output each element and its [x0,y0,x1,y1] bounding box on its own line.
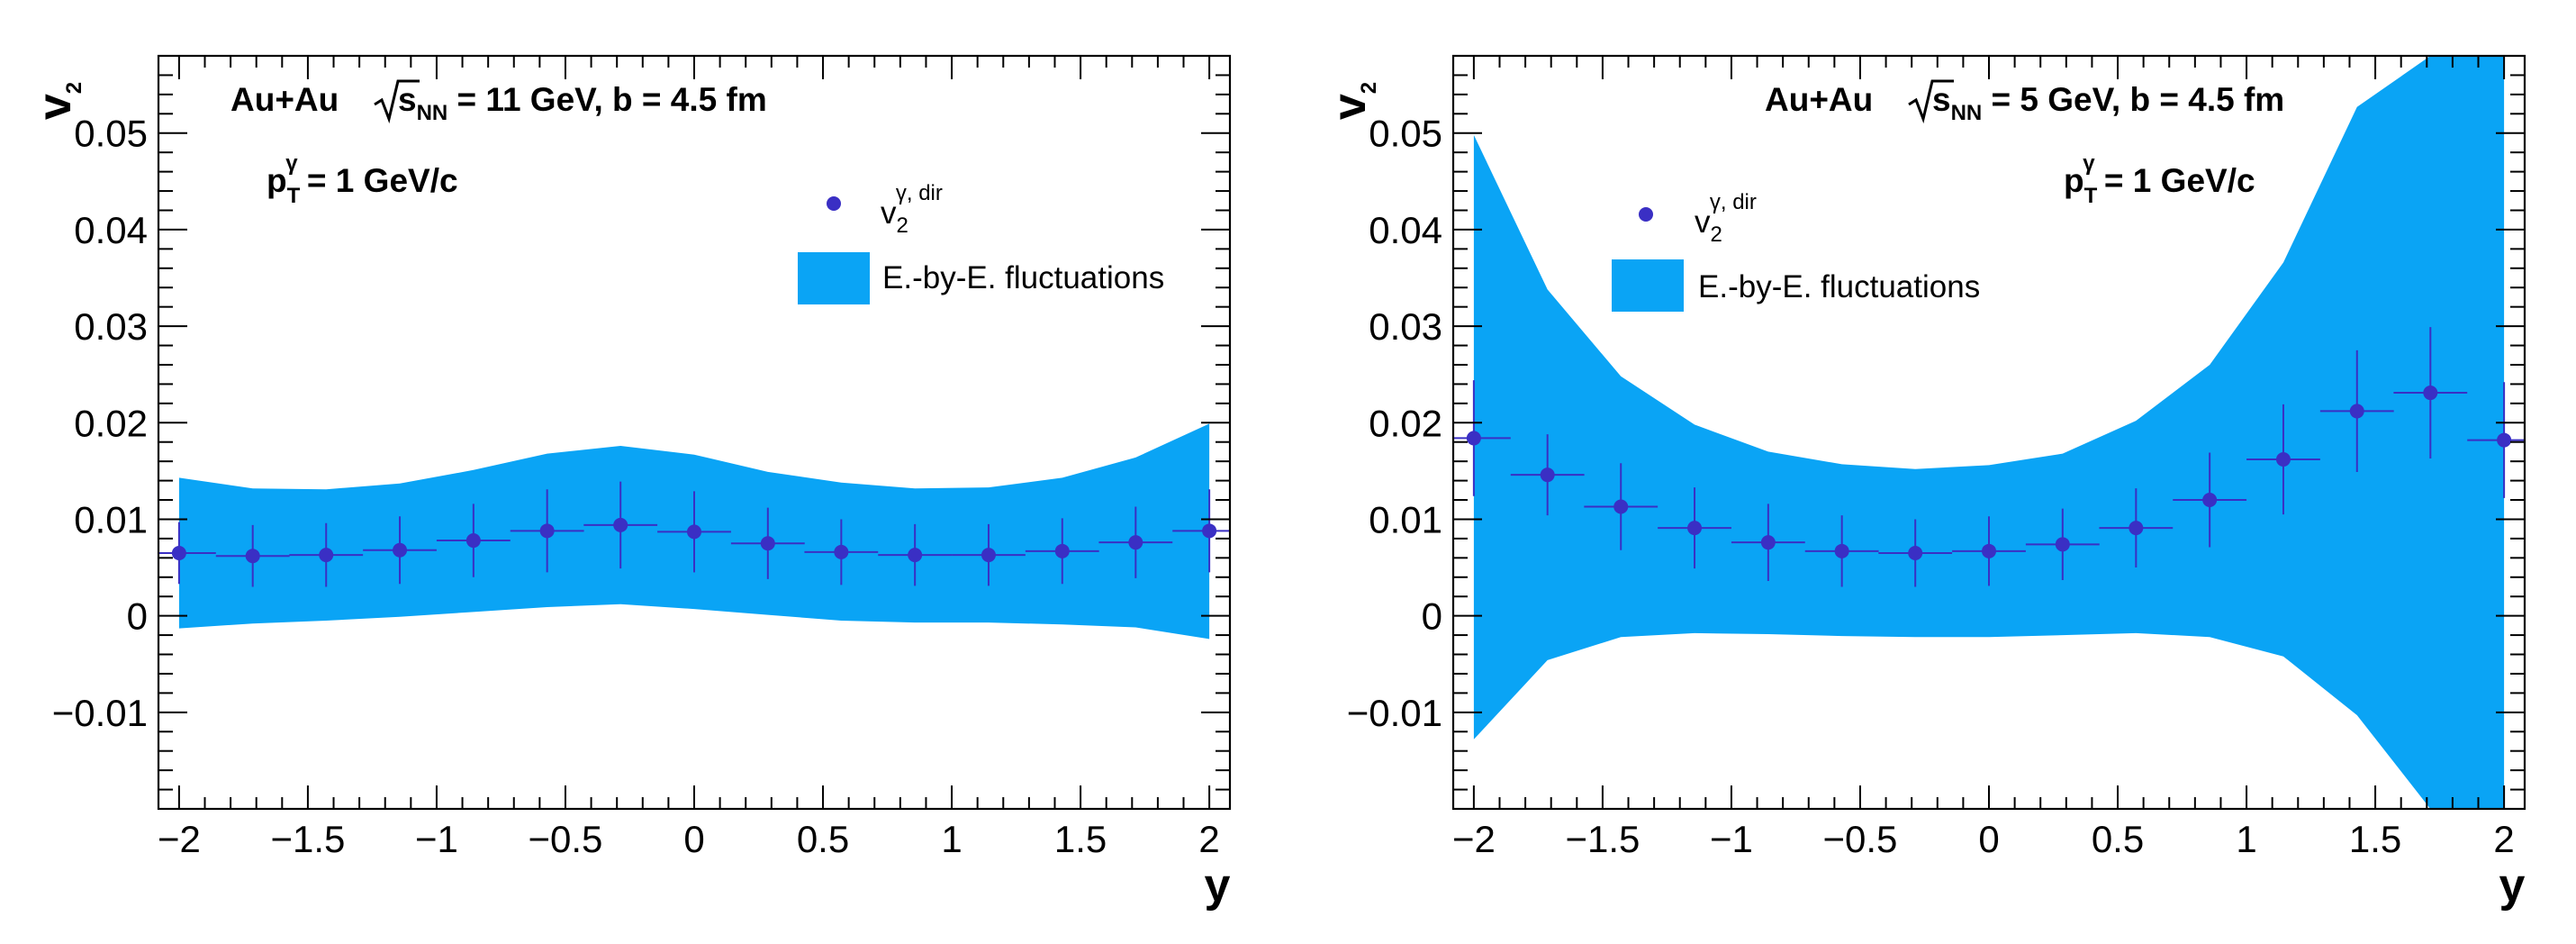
left-annotation-energy: sNN = 11 GeV, b = 4.5 fm [398,81,767,125]
left-xtick-label: 1 [941,818,962,860]
left-ytick-label: 0 [127,595,148,638]
left-xtick-label: 2 [1198,818,1219,860]
right-ytick-label: 0.01 [1369,498,1442,540]
right-annotation-energy: sNN = 5 GeV, b = 4.5 fm [1932,81,2284,125]
left-annotation-pt: pTγ = 1 GeV/c [267,151,458,208]
left-legend-band-label: E.-by-E. fluctuations [882,260,1164,295]
right-data-point [1760,535,1776,550]
right-ytick-label: 0.04 [1369,209,1442,251]
right-data-point [2349,404,2364,419]
right-xtick-label: −2 [1452,818,1496,860]
left-data-point [1054,543,1070,558]
left-ytick-label: 0.03 [74,305,148,348]
left-point-layer [171,517,1217,564]
left-data-point [981,548,996,563]
left-ytick-label: 0.05 [74,113,148,155]
right-ytick-label: 0.03 [1369,305,1442,348]
right-data-point [2202,493,2218,508]
left-data-point [465,533,481,549]
left-legend-band-swatch [798,252,870,304]
left-legend-points-label: v2γ, dir [881,181,943,238]
right-data-point [2129,521,2144,536]
left-xtick-label: −2 [158,818,201,860]
right-annotation: Au+Au sNN = 5 GeV, b = 4.5 fm pTγ = 1 Ge… [1765,79,2284,208]
left-data-point [1202,523,1217,539]
right-xtick-label: 1.5 [2349,818,2401,860]
right-ytick-label: 0 [1422,595,1442,638]
right-data-point [1540,467,1555,483]
left-annotation-system: Au+Au [230,81,339,118]
right-legend-band-label: E.-by-E. fluctuations [1698,269,1980,304]
right-xtick-label: 0.5 [2092,818,2144,860]
right-data-point [2423,386,2438,401]
left-xticks: −2 −1.5 −1 −0.5 0 0.5 1 1.5 2 [158,56,1220,860]
left-data-point [613,517,628,532]
left-data-point [834,544,849,559]
right-point-layer [1466,386,2512,560]
left-xlabel: y [1205,859,1231,912]
right-yticks: −0.01 0 0.01 0.02 0.03 0.04 0.05 [1347,55,2525,791]
left-data-point [319,548,334,563]
right-legend-band-swatch [1612,259,1684,312]
right-data-point [2497,432,2512,448]
left-xtick-label: 0 [683,818,704,860]
right-xtick-label: 1 [2236,818,2256,860]
left-panel: −2 −1.5 −1 −0.5 0 0.5 1 1.5 2 −0.01 0 0.01 0.02 0.03… [29,54,1232,912]
right-fluctuation-band [1473,56,2505,809]
left-data-point [687,524,701,540]
left-data-point [171,545,186,560]
left-data-point [760,536,775,551]
left-ytick-label: 0.01 [74,498,148,540]
right-data-point [1834,543,1849,558]
right-legend-marker [1639,207,1653,222]
right-legend: v2γ, dir E.-by-E. fluctuations [1612,190,1980,312]
left-xtick-label: −1.5 [270,818,345,860]
right-xticks: −2 −1.5 −1 −0.5 0 0.5 1 1.5 2 [1452,56,2515,860]
left-sqrt-sign [374,79,420,124]
right-data-point [2055,537,2070,552]
left-ytick-label: 0.04 [74,209,148,251]
right-ytick-label: 0.05 [1369,113,1442,155]
left-data-point [393,542,408,558]
left-data-point [1128,535,1143,550]
right-ytick-label: −0.01 [1347,692,1442,734]
left-data-point [539,523,555,539]
right-data-point [1687,521,1703,536]
left-xtick-label: 1.5 [1054,818,1107,860]
left-xtick-label: −0.5 [529,818,603,860]
right-ytick-label: 0.02 [1369,402,1442,444]
left-annotation: Au+Au sNN = 11 GeV, b = 4.5 fm pTγ = 1 G… [230,79,767,208]
right-annotation-system: Au+Au [1765,81,1873,118]
left-data-point [245,549,260,564]
right-data-point [1908,545,1923,560]
right-panel: −2 −1.5 −1 −0.5 0 0.5 1 1.5 2 −0.01 0 0.01 0.02 0.03… [1324,54,2526,912]
right-data-point [1613,499,1629,514]
right-xtick-label: 2 [2493,818,2514,860]
left-ytick-label: 0.02 [74,402,148,444]
right-data-point [1466,431,1481,446]
right-xtick-label: 0 [1978,818,1999,860]
left-xtick-label: 0.5 [797,818,849,860]
right-data-point [1982,543,1996,558]
left-legend: v2γ, dir E.-by-E. fluctuations [798,181,1164,304]
right-xtick-label: −1.5 [1565,818,1640,860]
right-ylabel: v2 [1324,82,1381,120]
right-data-point [2275,452,2291,467]
left-data-point [908,548,923,563]
left-ytick-label: −0.01 [52,692,148,734]
right-annotation-pt: pTγ = 1 GeV/c [2064,151,2255,208]
right-xtick-label: −0.5 [1823,818,1898,860]
left-yticks: −0.01 0 0.01 0.02 0.03 0.04 0.05 [52,55,1230,791]
right-xtick-label: −1 [1710,818,1753,860]
left-xtick-label: −1 [415,818,458,860]
right-sqrt-sign [1908,79,1954,124]
right-band-layer [1473,56,2505,809]
right-legend-points-label: v2γ, dir [1695,190,1757,247]
left-legend-marker [827,196,841,211]
left-ylabel: v2 [29,82,86,120]
right-xlabel: y [2499,859,2526,912]
